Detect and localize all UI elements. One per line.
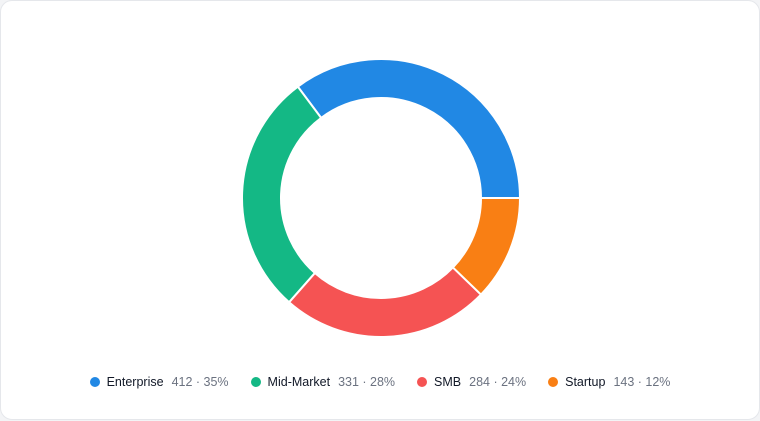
- donut-slice: [296, 58, 522, 199]
- legend: Enterprise 412 · 35% Mid-Market 331 · 28% SM…: [1, 375, 759, 389]
- legend-swatch: [89, 377, 100, 387]
- legend-value: 143 · 12%: [613, 375, 671, 389]
- legend-item: Mid-Market 331 · 28%: [250, 375, 396, 389]
- legend-item: Startup 143 · 12%: [548, 375, 670, 389]
- legend-label: SMB: [434, 375, 462, 389]
- donut-slice: [241, 85, 323, 304]
- legend-value: 284 · 24%: [469, 375, 527, 389]
- legend-swatch: [250, 377, 261, 387]
- legend-label: Startup: [565, 375, 606, 389]
- legend-label: Enterprise: [106, 375, 164, 389]
- legend-value: 331 · 28%: [338, 375, 396, 389]
- donut-slice: [451, 197, 522, 296]
- legend-value: 412 · 35%: [171, 375, 229, 389]
- legend-swatch: [417, 377, 428, 387]
- legend-item: Enterprise 412 · 35%: [89, 375, 229, 389]
- donut-slice: [287, 266, 483, 338]
- legend-label: Mid-Market: [267, 375, 331, 389]
- legend-swatch: [548, 377, 559, 387]
- legend-item: SMB 284 · 24%: [417, 375, 526, 389]
